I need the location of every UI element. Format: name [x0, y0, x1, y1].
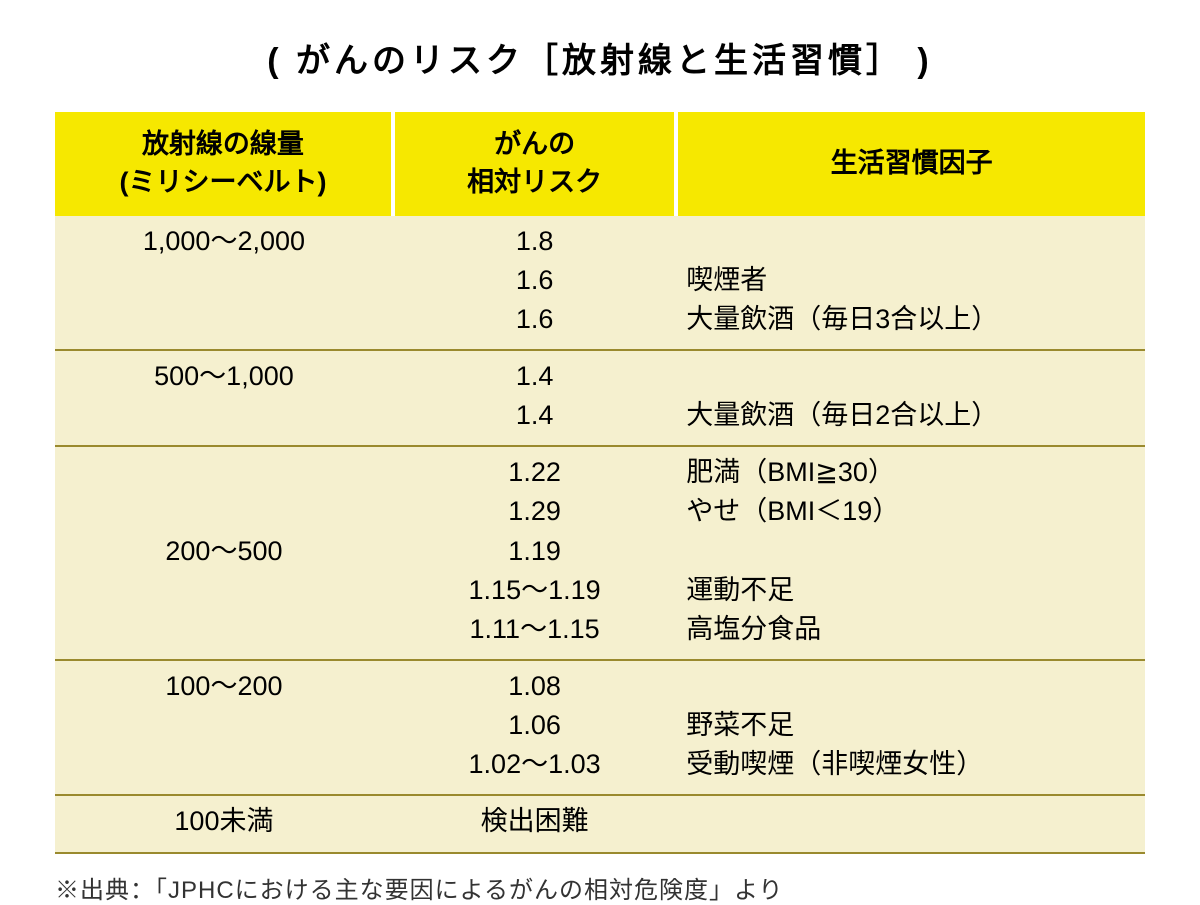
lifestyle-factor: 運動不足 [686, 571, 1135, 610]
risk-value: 1.4 [403, 357, 666, 396]
lifestyle-factor: 大量飲酒（毎日3合以上） [686, 300, 1135, 339]
risk-value: 1.08 [403, 667, 666, 706]
lifestyle-factor: 野菜不足 [686, 706, 1135, 745]
table-row: 500〜1,0001.41.4 大量飲酒（毎日2合以上） [55, 350, 1145, 446]
risk-value: 1.29 [403, 492, 666, 531]
lifestyle-factor [686, 667, 1135, 706]
cell-risk: 検出困難 [393, 795, 676, 852]
cell-dose: 1,000〜2,000 [55, 216, 393, 350]
cell-risk: 1.221.291.191.15〜1.191.11〜1.15 [393, 446, 676, 660]
risk-value: 1.4 [403, 396, 666, 435]
risk-value: 1.15〜1.19 [403, 571, 666, 610]
risk-value: 検出困難 [403, 802, 666, 841]
lifestyle-factor: 大量飲酒（毎日2合以上） [686, 396, 1135, 435]
risk-value: 1.19 [403, 532, 666, 571]
header-risk: がんの相対リスク [393, 112, 676, 216]
cell-lifestyle: 野菜不足受動喫煙（非喫煙女性） [676, 660, 1145, 795]
lifestyle-factor [686, 222, 1135, 261]
cell-lifestyle: 肥満（BMI≧30）やせ（BMI＜19） 運動不足高塩分食品 [676, 446, 1145, 660]
lifestyle-factor: 喫煙者 [686, 261, 1135, 300]
lifestyle-factor: やせ（BMI＜19） [686, 492, 1135, 531]
cell-dose: 100未満 [55, 795, 393, 852]
lifestyle-factor: 受動喫煙（非喫煙女性） [686, 745, 1135, 784]
cell-dose: 100〜200 [55, 660, 393, 795]
table-header: 放射線の線量(ミリシーベルト) がんの相対リスク 生活習慣因子 [55, 112, 1145, 216]
risk-table: 放射線の線量(ミリシーベルト) がんの相対リスク 生活習慣因子 1,000〜2,… [55, 112, 1145, 854]
risk-value: 1.11〜1.15 [403, 610, 666, 649]
lifestyle-factor [686, 532, 1135, 571]
lifestyle-factor: 肥満（BMI≧30） [686, 453, 1135, 492]
cell-risk: 1.81.61.6 [393, 216, 676, 350]
page-title: ( がんのリスク［放射線と生活習慣］ ) [55, 33, 1145, 82]
risk-value: 1.06 [403, 706, 666, 745]
cell-risk: 1.081.061.02〜1.03 [393, 660, 676, 795]
risk-value: 1.22 [403, 453, 666, 492]
table-row: 100未満検出困難 [55, 795, 1145, 852]
cell-risk: 1.41.4 [393, 350, 676, 446]
risk-value: 1.8 [403, 222, 666, 261]
cell-lifestyle: 大量飲酒（毎日2合以上） [676, 350, 1145, 446]
source-note: ※出典：「JPHCにおける主な要因によるがんの相対危険度」より [55, 870, 1145, 905]
risk-value: 1.6 [403, 300, 666, 339]
table-body: 1,000〜2,0001.81.61.6 喫煙者大量飲酒（毎日3合以上）500〜… [55, 216, 1145, 853]
table-row: 1,000〜2,0001.81.61.6 喫煙者大量飲酒（毎日3合以上） [55, 216, 1145, 350]
risk-value: 1.6 [403, 261, 666, 300]
risk-value: 1.02〜1.03 [403, 745, 666, 784]
table-row: 100〜2001.081.061.02〜1.03 野菜不足受動喫煙（非喫煙女性） [55, 660, 1145, 795]
cell-dose: 200〜500 [55, 446, 393, 660]
page: ( がんのリスク［放射線と生活習慣］ ) 放射線の線量(ミリシーベルト) がんの… [0, 0, 1200, 840]
header-dose: 放射線の線量(ミリシーベルト) [55, 112, 393, 216]
cell-lifestyle: 喫煙者大量飲酒（毎日3合以上） [676, 216, 1145, 350]
table-row: 200〜5001.221.291.191.15〜1.191.11〜1.15肥満（… [55, 446, 1145, 660]
cell-lifestyle [676, 795, 1145, 852]
lifestyle-factor [686, 357, 1135, 396]
lifestyle-factor: 高塩分食品 [686, 610, 1135, 649]
header-life: 生活習慣因子 [676, 112, 1145, 216]
cell-dose: 500〜1,000 [55, 350, 393, 446]
